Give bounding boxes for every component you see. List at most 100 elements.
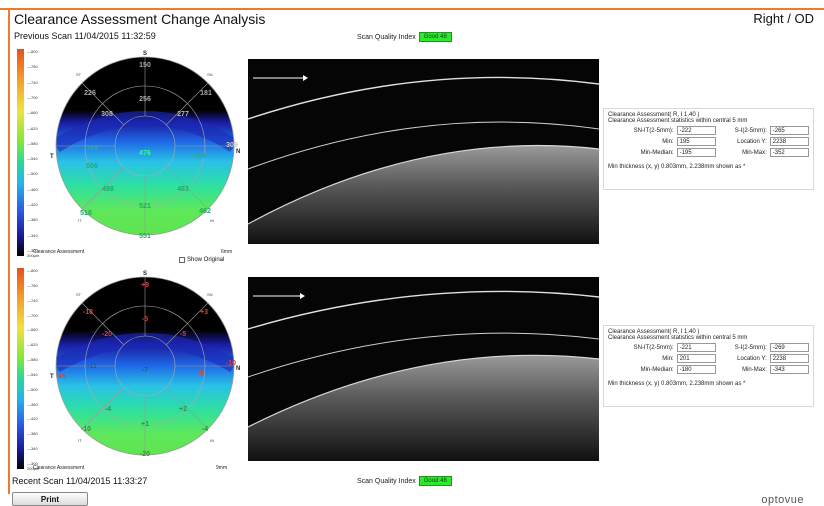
orientation-n: N [236,149,240,155]
stats-footer: Min thickness (x, y) 0.803mm, 2.238mm sh… [608,164,746,170]
map-value: -5 [142,316,148,323]
stats-value: -265 [769,126,809,135]
stats-value: -343 [769,365,809,374]
colorbar-tick: —800 [27,49,38,54]
quality-label: Scan Quality Index [357,477,416,485]
stats-subtitle: Clearance Assessment statistics within c… [608,118,748,124]
map-caption-top: Clearance Assessment [33,249,85,255]
stats-value: 195 [676,137,716,146]
stats-value: -221 [676,343,716,352]
map-value: 401 [194,153,206,160]
stats-value: 2238 [769,137,809,146]
colorbar-tick: —700 [27,94,38,100]
quality-label: Scan Quality Index [357,33,416,41]
colorbar-tick: —420 [27,416,38,422]
colorbar-tick: —420 [27,202,38,208]
show-original-checkbox[interactable]: Show Original [179,257,224,263]
colorbar-tick: —340 [27,446,38,452]
colorbar-tick: —780 [27,282,38,288]
map-value: 399 [86,145,98,152]
colorbar-units: 200µm [27,253,40,258]
stats-row: SN-IT(2-5mm): -222 S-I(2-5mm): -265 [608,126,809,135]
svg-text:IT: IT [78,218,82,223]
colorbar-top-ticks: —800 —780 —740 —700 —660 —620 —580 —540 —500 —460… [27,49,47,258]
map-value: 256 [139,96,151,103]
orientation-t: T [50,374,54,380]
stats-row: Min-Median: -195 Min-Max: -352 [608,148,809,157]
orientation-s: S [143,51,147,57]
colorbar-units: 200µm [27,466,40,471]
colorbar-tick: —380 [27,217,38,223]
colorbar-tick: —620 [27,125,38,131]
map-value: -4 [202,426,208,433]
map-value: 308 [101,111,113,118]
optovue-logo: optovue [761,494,804,506]
map-caption-bottom: Clearance Assessment [33,465,85,471]
recent-scan-label: Recent Scan 11/04/2015 11:33:27 [12,476,148,486]
svg-text:ST: ST [76,72,82,77]
stats-footer: Min thickness (x, y) 0.803mm, 2.238mm sh… [608,381,746,387]
stats-value: -269 [769,343,809,352]
colorbar-tick: —780 [27,64,38,70]
colorbar-tick: —580 [27,140,38,146]
map-value: 521 [139,203,151,210]
stats-row: Min: 201 Location Y: 2238 [608,354,809,363]
stats-title: Clearance Assessment( R, I 1.40 ) [608,112,700,118]
map-value: 150 [139,62,151,69]
stats-row: Min-Median: -180 Min-Max: -343 [608,365,809,374]
colorbar-tick: —740 [27,297,38,303]
previous-scan-label: Previous Scan 11/04/2015 11:32:59 [14,31,156,41]
map-value: -20 [140,451,150,458]
colorbar-tick: —460 [27,401,38,407]
colorbar-tick: —300 [27,461,38,466]
colorbar-bottom [17,268,24,469]
clearance-map-top: 150 226 256 181 308 277 309 476 399 401 … [50,51,240,240]
map-value: -8 [197,370,203,377]
map-value: +1 [141,421,149,428]
colorbar-tick: —740 [27,79,38,85]
colorbar-tick: —500 [27,171,38,177]
stats-value: -180 [676,365,716,374]
oct-scan-image-top [247,59,600,244]
colorbar-top [17,49,24,256]
colorbar-tick: —460 [27,186,38,192]
map-value: 506 [86,163,98,170]
map-value: 181 [200,90,212,97]
colorbar-tick: —580 [27,357,38,363]
quality-badge: Good 46 [418,476,452,486]
svg-text:IT: IT [78,438,82,443]
eye-label: Right / OD [753,11,814,26]
checkbox-box[interactable] [179,257,185,263]
svg-text:SN: SN [207,72,213,77]
map-value: 309 [226,142,238,149]
colorbar-tick: —340 [27,232,38,238]
map-value: 277 [177,111,189,118]
orientation-t: T [50,154,54,160]
svg-text:SN: SN [207,292,213,297]
stats-title: Clearance Assessment( R, I 1.40 ) [608,329,700,335]
map-diameter-bottom: 9mm [216,465,228,471]
stats-value: -222 [676,126,716,135]
stats-subtitle: Clearance Assessment statistics within c… [608,335,748,341]
map-value: 551 [139,233,151,240]
stats-panel-top: Clearance Assessment( R, I 1.40 ) Cleara… [603,108,814,190]
colorbar-tick: —700 [27,312,38,318]
svg-text:IN: IN [210,218,214,223]
stats-value: -195 [676,148,716,157]
map-value: 498 [102,186,114,193]
map-value: 226 [84,90,96,97]
stats-value: 201 [676,354,716,363]
quality-index-bottom: Scan Quality Index Good 46 [357,476,452,486]
colorbar-tick: —540 [27,156,38,162]
map-value: 476 [139,150,151,157]
stats-row: SN-IT(2-5mm): -221 S-I(2-5mm): -269 [608,343,809,352]
quality-badge: Good 48 [418,32,452,42]
map-value: -10 [81,426,91,433]
map-value: -5 [180,331,186,338]
map-value: -11 [87,363,97,370]
print-button[interactable]: Print [12,492,88,506]
stats-value: 2238 [769,354,809,363]
svg-text:IN: IN [210,438,214,443]
colorbar-tick: —660 [27,110,38,116]
map-value: -10 [226,360,236,367]
